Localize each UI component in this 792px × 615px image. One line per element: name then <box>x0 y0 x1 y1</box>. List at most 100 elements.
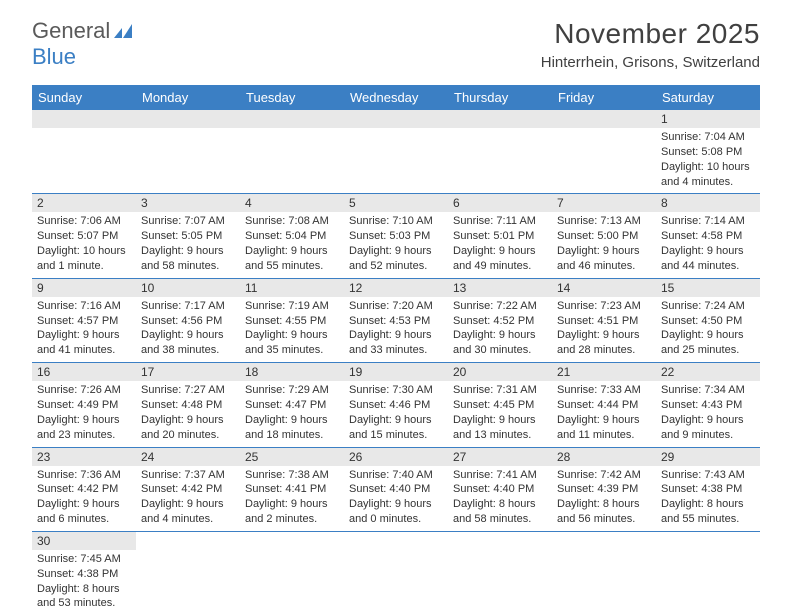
day-number: 2 <box>32 194 136 212</box>
sunset-text: Sunset: 4:42 PM <box>37 482 131 497</box>
daylight-line2: and 56 minutes. <box>557 512 651 527</box>
calendar-week-row: 16Sunrise: 7:26 AMSunset: 4:49 PMDayligh… <box>32 363 760 447</box>
day-body: Sunrise: 7:30 AMSunset: 4:46 PMDaylight:… <box>344 381 448 446</box>
day-body: Sunrise: 7:20 AMSunset: 4:53 PMDaylight:… <box>344 297 448 362</box>
weekday-header: Friday <box>552 85 656 110</box>
daylight-line2: and 53 minutes. <box>37 596 131 611</box>
daylight-line1: Daylight: 9 hours <box>349 244 443 259</box>
daylight-line1: Daylight: 9 hours <box>141 497 235 512</box>
sunrise-text: Sunrise: 7:13 AM <box>557 214 651 229</box>
daylight-line2: and 46 minutes. <box>557 259 651 274</box>
sunrise-text: Sunrise: 7:37 AM <box>141 468 235 483</box>
daylight-line2: and 4 minutes. <box>661 175 755 190</box>
day-body: Sunrise: 7:17 AMSunset: 4:56 PMDaylight:… <box>136 297 240 362</box>
day-body: Sunrise: 7:24 AMSunset: 4:50 PMDaylight:… <box>656 297 760 362</box>
daylight-line1: Daylight: 9 hours <box>453 413 547 428</box>
day-number: 8 <box>656 194 760 212</box>
sunset-text: Sunset: 5:03 PM <box>349 229 443 244</box>
sunset-text: Sunset: 4:57 PM <box>37 314 131 329</box>
daylight-line2: and 15 minutes. <box>349 428 443 443</box>
calendar-day-cell: 24Sunrise: 7:37 AMSunset: 4:42 PMDayligh… <box>136 447 240 531</box>
title-block: November 2025 Hinterrhein, Grisons, Swit… <box>541 18 760 71</box>
sunrise-text: Sunrise: 7:31 AM <box>453 383 547 398</box>
daylight-line2: and 25 minutes. <box>661 343 755 358</box>
daylight-line2: and 6 minutes. <box>37 512 131 527</box>
calendar-day-cell: 11Sunrise: 7:19 AMSunset: 4:55 PMDayligh… <box>240 278 344 362</box>
daylight-line2: and 9 minutes. <box>661 428 755 443</box>
daylight-line1: Daylight: 9 hours <box>37 413 131 428</box>
sunset-text: Sunset: 4:58 PM <box>661 229 755 244</box>
calendar-day-cell: 1Sunrise: 7:04 AMSunset: 5:08 PMDaylight… <box>656 110 760 194</box>
calendar-empty-cell <box>448 531 552 615</box>
day-number: 10 <box>136 279 240 297</box>
day-number: 3 <box>136 194 240 212</box>
sunset-text: Sunset: 4:40 PM <box>349 482 443 497</box>
sunrise-text: Sunrise: 7:22 AM <box>453 299 547 314</box>
day-number: 25 <box>240 448 344 466</box>
weekday-header: Wednesday <box>344 85 448 110</box>
sunrise-text: Sunrise: 7:11 AM <box>453 214 547 229</box>
sunset-text: Sunset: 4:38 PM <box>37 567 131 582</box>
daylight-line1: Daylight: 9 hours <box>37 328 131 343</box>
weekday-header: Monday <box>136 85 240 110</box>
daylight-line2: and 35 minutes. <box>245 343 339 358</box>
calendar-empty-cell <box>344 531 448 615</box>
sunrise-text: Sunrise: 7:07 AM <box>141 214 235 229</box>
calendar-day-cell: 18Sunrise: 7:29 AMSunset: 4:47 PMDayligh… <box>240 363 344 447</box>
sunset-text: Sunset: 4:53 PM <box>349 314 443 329</box>
calendar-empty-cell <box>552 531 656 615</box>
day-body: Sunrise: 7:07 AMSunset: 5:05 PMDaylight:… <box>136 212 240 277</box>
day-number: 1 <box>656 110 760 128</box>
daylight-line2: and 58 minutes. <box>141 259 235 274</box>
daylight-line1: Daylight: 9 hours <box>557 244 651 259</box>
daylight-line2: and 4 minutes. <box>141 512 235 527</box>
sunrise-text: Sunrise: 7:40 AM <box>349 468 443 483</box>
sunset-text: Sunset: 4:55 PM <box>245 314 339 329</box>
day-body: Sunrise: 7:45 AMSunset: 4:38 PMDaylight:… <box>32 550 136 615</box>
daylight-line2: and 2 minutes. <box>245 512 339 527</box>
calendar-day-cell: 21Sunrise: 7:33 AMSunset: 4:44 PMDayligh… <box>552 363 656 447</box>
day-body: Sunrise: 7:10 AMSunset: 5:03 PMDaylight:… <box>344 212 448 277</box>
sunrise-text: Sunrise: 7:23 AM <box>557 299 651 314</box>
day-body: Sunrise: 7:04 AMSunset: 5:08 PMDaylight:… <box>656 128 760 193</box>
daylight-line2: and 13 minutes. <box>453 428 547 443</box>
day-number: 4 <box>240 194 344 212</box>
day-number: 29 <box>656 448 760 466</box>
daylight-line1: Daylight: 8 hours <box>557 497 651 512</box>
calendar-day-cell: 23Sunrise: 7:36 AMSunset: 4:42 PMDayligh… <box>32 447 136 531</box>
calendar-day-cell: 13Sunrise: 7:22 AMSunset: 4:52 PMDayligh… <box>448 278 552 362</box>
sunset-text: Sunset: 4:38 PM <box>661 482 755 497</box>
daylight-line2: and 30 minutes. <box>453 343 547 358</box>
sunset-text: Sunset: 5:01 PM <box>453 229 547 244</box>
day-number: 17 <box>136 363 240 381</box>
daylight-line2: and 49 minutes. <box>453 259 547 274</box>
day-body: Sunrise: 7:27 AMSunset: 4:48 PMDaylight:… <box>136 381 240 446</box>
sunset-text: Sunset: 4:52 PM <box>453 314 547 329</box>
daylight-line2: and 0 minutes. <box>349 512 443 527</box>
daylight-line2: and 52 minutes. <box>349 259 443 274</box>
daylight-line1: Daylight: 9 hours <box>557 328 651 343</box>
sunrise-text: Sunrise: 7:43 AM <box>661 468 755 483</box>
sunset-text: Sunset: 5:08 PM <box>661 145 755 160</box>
day-number: 23 <box>32 448 136 466</box>
calendar-week-row: 30Sunrise: 7:45 AMSunset: 4:38 PMDayligh… <box>32 531 760 615</box>
sunrise-text: Sunrise: 7:24 AM <box>661 299 755 314</box>
daylight-line2: and 18 minutes. <box>245 428 339 443</box>
sunset-text: Sunset: 5:00 PM <box>557 229 651 244</box>
daynum-empty <box>240 110 344 128</box>
day-body: Sunrise: 7:34 AMSunset: 4:43 PMDaylight:… <box>656 381 760 446</box>
day-number: 5 <box>344 194 448 212</box>
calendar-empty-cell <box>136 531 240 615</box>
sunrise-text: Sunrise: 7:27 AM <box>141 383 235 398</box>
day-number: 20 <box>448 363 552 381</box>
calendar-day-cell: 14Sunrise: 7:23 AMSunset: 4:51 PMDayligh… <box>552 278 656 362</box>
day-number: 22 <box>656 363 760 381</box>
sunrise-text: Sunrise: 7:36 AM <box>37 468 131 483</box>
day-body: Sunrise: 7:16 AMSunset: 4:57 PMDaylight:… <box>32 297 136 362</box>
daylight-line2: and 58 minutes. <box>453 512 547 527</box>
daynum-empty <box>448 110 552 128</box>
day-number: 21 <box>552 363 656 381</box>
day-number: 13 <box>448 279 552 297</box>
logo-general: General <box>32 18 110 44</box>
daylight-line2: and 1 minute. <box>37 259 131 274</box>
